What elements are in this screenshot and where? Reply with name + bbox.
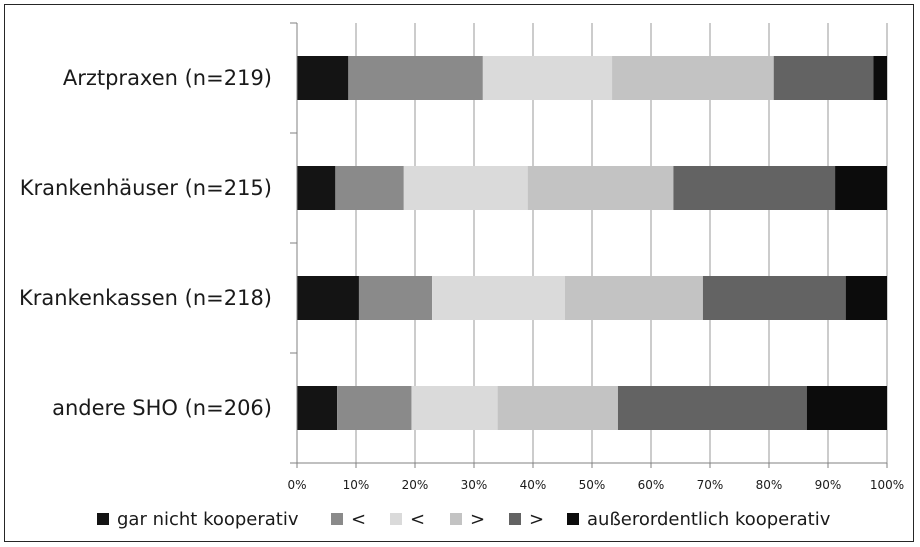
bar-segment <box>873 56 887 100</box>
x-tick-label: 30% <box>461 478 488 492</box>
bar-segment <box>403 166 528 210</box>
legend-label: < <box>410 509 425 530</box>
category-label: Arztpraxen (n=219) <box>63 66 272 90</box>
x-tick-label: 90% <box>815 478 842 492</box>
category-labels: Arztpraxen (n=219) Krankenhäuser (n=215) K… <box>19 66 272 420</box>
x-tick-label: 100% <box>870 478 904 492</box>
x-tick-label: 20% <box>402 478 429 492</box>
bar-segment <box>297 166 336 210</box>
x-tick-label: 40% <box>520 478 547 492</box>
bar-segment <box>411 386 498 430</box>
legend-swatch <box>97 513 109 525</box>
category-label: Krankenhäuser (n=215) <box>20 176 272 200</box>
legend-swatch <box>331 513 343 525</box>
category-label: Krankenkassen (n=218) <box>19 286 272 310</box>
bar-segment <box>845 276 887 320</box>
category-label: andere SHO (n=206) <box>52 396 272 420</box>
bar-segment <box>806 386 887 430</box>
bar-segment <box>702 276 846 320</box>
x-tick-labels: 0% 10% 20% 30% 40% 50% 60% 70% 80% 90% 100% <box>287 478 904 492</box>
bar-segment <box>297 276 359 320</box>
bar-segment <box>612 56 774 100</box>
legend-swatch <box>509 513 521 525</box>
x-tick-label: 0% <box>287 478 306 492</box>
legend-label: < <box>351 509 366 530</box>
bar-segment <box>497 386 618 430</box>
axes <box>290 22 888 468</box>
x-tick-label: 80% <box>756 478 783 492</box>
legend-label: > <box>529 509 544 530</box>
bar-segment <box>432 276 565 320</box>
legend-swatch <box>450 513 462 525</box>
legend: gar nicht kooperativ < < > > außerordentlich … <box>97 509 831 530</box>
bar-segment <box>835 166 887 210</box>
legend-label: gar nicht kooperativ <box>117 509 299 530</box>
bar-segment <box>482 56 613 100</box>
bar-segment <box>773 56 874 100</box>
bar-segment <box>358 276 433 320</box>
bar-segment <box>673 166 836 210</box>
bars <box>297 56 887 430</box>
bar-segment <box>617 386 807 430</box>
bar-segment <box>337 386 412 430</box>
x-tick-label: 10% <box>343 478 370 492</box>
legend-label: > <box>470 509 485 530</box>
bar-segment <box>297 386 338 430</box>
x-tick-label: 50% <box>579 478 606 492</box>
bar-segment <box>335 166 404 210</box>
legend-swatch <box>567 513 579 525</box>
bar-segment <box>297 56 349 100</box>
x-tick-label: 70% <box>697 478 724 492</box>
legend-label: außerordentlich kooperativ <box>587 509 831 530</box>
legend-swatch <box>390 513 402 525</box>
x-tick-label: 60% <box>638 478 665 492</box>
bar-segment <box>564 276 703 320</box>
chart-frame <box>4 4 914 542</box>
bar-segment <box>348 56 483 100</box>
bar-segment <box>527 166 674 210</box>
